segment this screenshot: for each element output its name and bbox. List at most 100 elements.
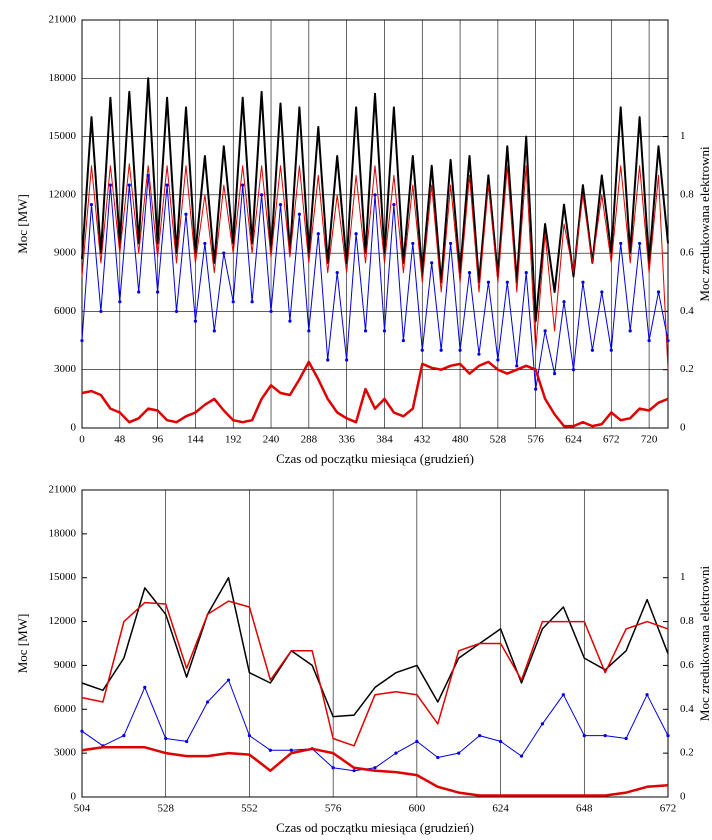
series-marker <box>430 261 434 265</box>
x-tick-label: 672 <box>603 434 620 446</box>
y2-axis-title: Moc zredukowana elektrowni <box>697 566 712 722</box>
series-marker <box>436 755 440 760</box>
series-line <box>81 576 669 718</box>
series-line <box>81 360 669 428</box>
series-marker <box>137 290 141 294</box>
x-tick-label: 384 <box>376 434 393 446</box>
series-marker <box>392 202 396 207</box>
y2-tick-label: 0.6 <box>680 247 694 259</box>
y-tick-label: 9000 <box>54 659 77 671</box>
x-tick-label: 288 <box>301 434 318 446</box>
series-marker <box>505 280 509 284</box>
y2-tick-label: 0.8 <box>680 188 694 200</box>
series-line <box>81 77 669 323</box>
y2-tick-label: 0.2 <box>680 747 694 759</box>
series-marker <box>496 358 500 362</box>
series-marker <box>259 193 264 197</box>
x-tick-label: 576 <box>325 803 342 815</box>
x-tick-label: 576 <box>527 434 544 446</box>
series-marker <box>478 734 482 738</box>
series-marker <box>205 700 210 704</box>
series-marker <box>352 769 356 773</box>
series-marker <box>540 722 545 726</box>
y-tick-label: 18000 <box>49 527 77 539</box>
series-marker <box>354 232 358 236</box>
series-marker <box>127 183 131 187</box>
series-marker <box>247 734 252 738</box>
series-marker <box>603 734 607 738</box>
x-tick-label: 552 <box>241 803 258 815</box>
series-marker <box>345 358 349 362</box>
series-marker <box>143 685 147 689</box>
x-axis-title: Czas od początku miesiąca (grudzień) <box>276 451 474 466</box>
series-marker <box>307 329 311 333</box>
y-tick-label: 18000 <box>49 72 77 84</box>
y2-tick-label: 0.4 <box>680 305 694 317</box>
series-marker <box>581 280 585 284</box>
x-tick-label: 336 <box>338 434 355 446</box>
series-marker <box>164 736 168 741</box>
x-tick-label: 0 <box>79 434 85 446</box>
series-marker <box>118 300 122 304</box>
series-marker <box>268 748 272 752</box>
series-line <box>81 163 669 370</box>
y-axis-title: Moc [MW] <box>15 614 30 674</box>
plot-area <box>81 19 669 429</box>
series-marker <box>647 338 651 343</box>
x-tick-label: 624 <box>492 803 509 815</box>
series-line <box>81 600 669 747</box>
series-marker <box>645 693 649 697</box>
x-tick-label: 672 <box>660 803 677 815</box>
series-marker <box>519 754 524 758</box>
series-marker <box>335 270 339 275</box>
plot-area <box>81 489 669 798</box>
series-marker <box>231 300 235 304</box>
y-tick-label: 21000 <box>49 14 77 26</box>
series-marker <box>439 348 443 352</box>
x-tick-label: 240 <box>263 434 280 446</box>
series-marker <box>534 387 538 391</box>
x-tick-label: 720 <box>641 434 658 446</box>
y-tick-label: 6000 <box>54 703 77 715</box>
y2-tick-label: 0 <box>680 791 686 803</box>
y-tick-label: 12000 <box>49 188 77 200</box>
y-tick-label: 3000 <box>54 747 77 759</box>
series-marker <box>619 241 623 246</box>
series-marker <box>411 241 415 246</box>
x-tick-label: 144 <box>187 434 204 446</box>
y-tick-label: 21000 <box>49 484 77 496</box>
series-marker <box>666 734 670 738</box>
series-marker <box>174 309 179 314</box>
series-marker <box>600 290 604 294</box>
x-tick-label: 48 <box>114 434 126 446</box>
series-marker <box>477 352 481 356</box>
y-tick-label: 6000 <box>54 305 77 317</box>
series-marker <box>571 368 576 372</box>
y2-axis-title: Moc zredukowana elektrowni <box>697 146 712 302</box>
y-tick-label: 9000 <box>54 247 77 259</box>
series-marker <box>185 739 189 744</box>
x-tick-label: 648 <box>576 803 593 815</box>
series-marker <box>89 202 94 207</box>
series-marker <box>524 270 528 275</box>
y-tick-label: 0 <box>71 791 77 803</box>
series-marker <box>297 212 301 216</box>
series-marker <box>552 372 557 376</box>
series-marker <box>543 329 547 333</box>
y2-tick-label: 1 <box>680 571 686 583</box>
series-marker <box>415 739 419 744</box>
y-tick-label: 3000 <box>54 363 77 375</box>
series-marker <box>420 348 424 352</box>
x-tick-label: 96 <box>152 434 164 446</box>
series-marker <box>288 319 292 323</box>
series-marker <box>316 232 320 236</box>
series-marker <box>486 280 491 284</box>
series-marker <box>373 766 377 770</box>
x-tick-label: 600 <box>409 803 426 815</box>
series-marker <box>457 751 461 755</box>
series-marker <box>212 329 216 333</box>
series-marker <box>226 678 231 682</box>
series-marker <box>498 739 503 744</box>
x-tick-label: 528 <box>490 434 507 446</box>
